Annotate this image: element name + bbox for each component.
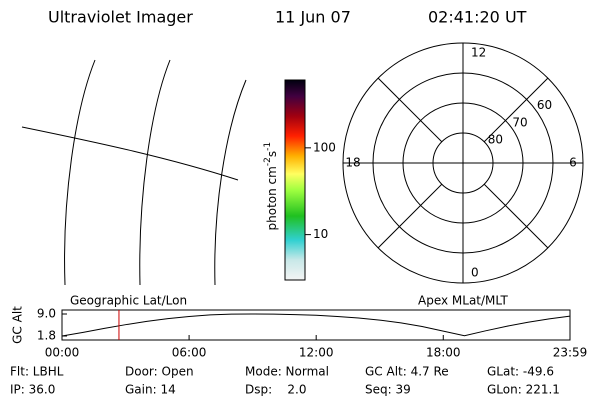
info-field: GLat: -49.6 [487, 365, 554, 379]
info-field: GC Alt: 4.7 Re [365, 365, 449, 379]
date: 11 Jun 07 [275, 8, 351, 27]
plot-title: Geographic Lat/Lon [70, 294, 187, 308]
x-tick-label: 12:00 [299, 346, 334, 360]
plot-title: Apex MLat/MLT [418, 294, 508, 308]
ring-label: 80 [488, 133, 503, 147]
info-field: IP: 36.0 [10, 383, 55, 397]
ring-label: 60 [537, 98, 552, 112]
colorbar-label: photon cm-2s-1 [260, 130, 279, 249]
x-tick-label: 23:59 [553, 346, 588, 360]
instrument: Ultraviolet Imager [48, 8, 193, 27]
polar-diagonal [377, 183, 443, 249]
ring-label: 70 [512, 115, 527, 129]
polar-diagonal [377, 77, 443, 143]
x-tick-label: 00:00 [45, 346, 80, 360]
polar-diagonal [483, 77, 549, 143]
x-tick-label: 18:00 [426, 346, 461, 360]
info-field: Door: Open [125, 365, 194, 379]
time: 02:41:20 UT [428, 8, 527, 27]
label-sup: -2 [263, 157, 273, 166]
y-tick-label: 1.8 [37, 329, 56, 343]
hour-label: 12 [471, 46, 486, 60]
label-sup: -1 [263, 142, 273, 151]
colorbar-tick-label: 10 [313, 227, 328, 241]
label-part: s [265, 151, 279, 157]
info-field: Seq: 39 [365, 383, 411, 397]
info-field: Mode: Normal [245, 365, 329, 379]
info-field: GLon: 221.1 [487, 383, 560, 397]
info-field: Gain: 14 [125, 383, 176, 397]
colorbar-tick-label: 100 [313, 140, 336, 154]
hour-label: 6 [569, 156, 577, 170]
polar-diagonal [483, 183, 549, 249]
geographic-grid [21, 59, 247, 286]
x-tick-label: 06:00 [172, 346, 207, 360]
y-tick-label: 9.0 [37, 307, 56, 321]
info-field: Dsp: 2.0 [245, 383, 307, 397]
altitude-curve [61, 313, 571, 337]
info-field: Flt: LBHL [10, 365, 64, 379]
hour-label: 0 [471, 266, 479, 280]
label-part: photon cm [265, 166, 279, 230]
hour-label: 18 [345, 156, 360, 170]
y-axis-label: GC Alt [11, 306, 25, 344]
colorbar [284, 79, 306, 281]
